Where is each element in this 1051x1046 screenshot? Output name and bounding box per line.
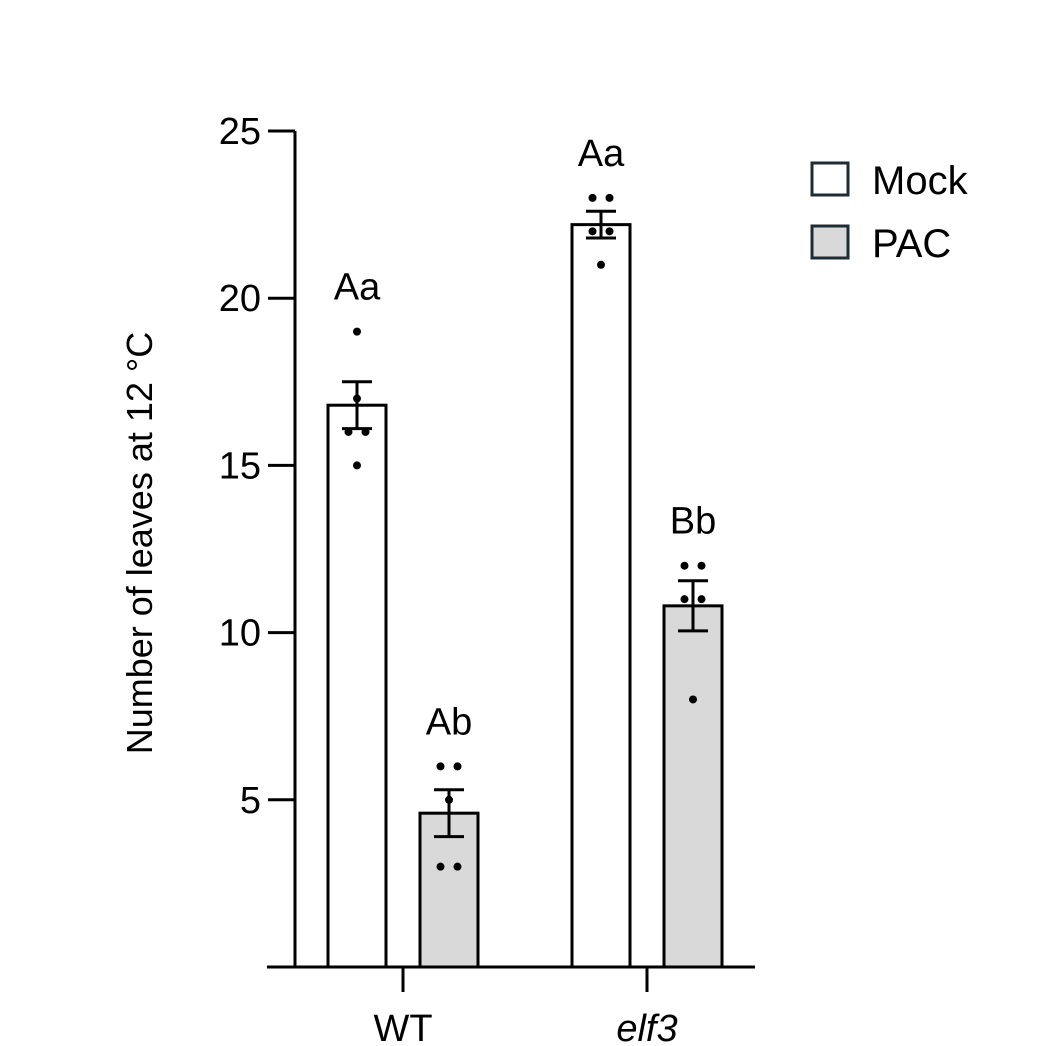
data-point <box>353 394 361 403</box>
data-point <box>588 193 597 202</box>
data-point <box>453 762 462 771</box>
significance-label: Aa <box>578 133 625 175</box>
data-point <box>680 595 689 604</box>
bar-pac <box>418 811 480 969</box>
bars: Aa Aa Ab Bb <box>326 133 724 969</box>
bar-mock <box>570 223 632 969</box>
y-tick-label: 10 <box>219 613 261 655</box>
significance-label: Aa <box>334 267 381 309</box>
data-point <box>436 762 445 771</box>
y-tick-label: 15 <box>219 445 261 487</box>
y-axis-title: Number of leaves at 12 °C <box>119 332 160 755</box>
data-point <box>353 461 361 470</box>
data-point <box>453 862 462 871</box>
y-tick-label: 25 <box>219 111 261 153</box>
y-tick-label: 20 <box>219 278 261 320</box>
data-point <box>689 695 697 704</box>
data-point <box>605 193 614 202</box>
legend-swatch-mock <box>810 161 850 197</box>
y-tick-label: 5 <box>240 780 261 822</box>
legend-label-pac: PAC <box>872 222 951 266</box>
data-point <box>445 795 453 804</box>
legend: Mock PAC <box>810 159 969 266</box>
data-point <box>605 227 614 236</box>
data-point <box>697 561 706 570</box>
significance-label: Ab <box>426 701 472 743</box>
data-point <box>344 427 353 436</box>
data-point <box>436 862 445 871</box>
bar-pac <box>662 604 724 969</box>
x-category-label: elf3 <box>616 1008 677 1046</box>
significance-label: Bb <box>670 501 716 543</box>
data-point <box>680 561 689 570</box>
data-point <box>597 260 605 269</box>
x-category-label: WT <box>373 1008 432 1046</box>
bar-mock <box>326 403 388 969</box>
data-point <box>697 595 706 604</box>
legend-swatch-pac <box>810 224 850 260</box>
legend-label-mock: Mock <box>872 159 969 203</box>
data-point <box>588 227 597 236</box>
data-point <box>353 327 361 336</box>
data-point <box>361 427 370 436</box>
axes: 5 10 15 20 25 Number of leaves at 12 °C WT elf3 <box>119 111 755 1046</box>
